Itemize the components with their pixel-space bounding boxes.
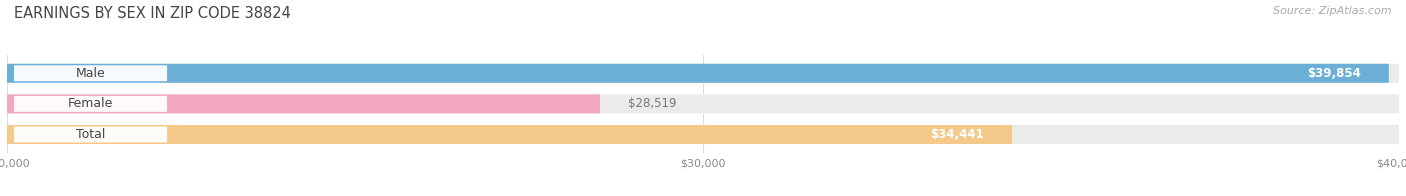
FancyBboxPatch shape [14,127,167,142]
FancyBboxPatch shape [7,94,1399,113]
FancyBboxPatch shape [7,64,1389,83]
Text: Female: Female [67,97,114,110]
Text: Source: ZipAtlas.com: Source: ZipAtlas.com [1274,6,1392,16]
FancyBboxPatch shape [7,64,1399,83]
FancyBboxPatch shape [7,94,600,113]
FancyBboxPatch shape [14,96,167,112]
FancyBboxPatch shape [7,125,1399,144]
Text: $34,441: $34,441 [931,128,984,141]
Text: $39,854: $39,854 [1308,67,1361,80]
Text: EARNINGS BY SEX IN ZIP CODE 38824: EARNINGS BY SEX IN ZIP CODE 38824 [14,6,291,21]
Text: $28,519: $28,519 [627,97,676,110]
FancyBboxPatch shape [14,65,167,81]
Text: Total: Total [76,128,105,141]
Text: Male: Male [76,67,105,80]
FancyBboxPatch shape [7,125,1012,144]
